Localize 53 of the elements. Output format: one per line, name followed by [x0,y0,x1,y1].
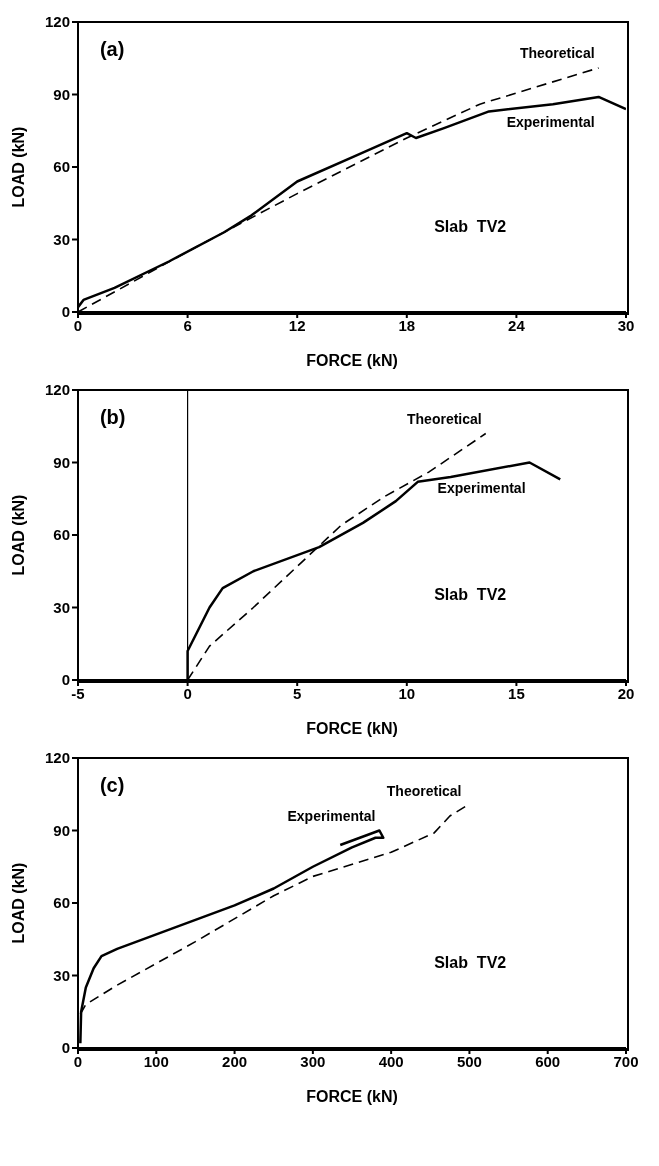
x-tick-label: 20 [617,684,635,702]
y-tick-label: 0 [61,303,70,321]
series-label: Experimental [287,807,376,824]
x-tick-label: 6 [183,316,192,334]
series-label: Theoretical [407,410,482,427]
y-tick-label: 0 [61,671,70,689]
x-tick-label: 100 [143,1052,169,1070]
annotation: Slab TV2 [434,218,507,236]
series-label: Theoretical [519,44,595,61]
x-tick-label: 0 [183,684,192,702]
x-tick-label: 10 [398,684,416,702]
annotation: (b) [99,406,126,429]
x-tick-label: 500 [456,1052,482,1070]
x-tick-label: 0 [73,1052,83,1070]
y-axis-title: LOAD (kN) [9,126,27,208]
y-tick-label: 90 [53,85,70,103]
annotation: (a) [99,38,125,61]
x-axis-title: FORCE (kN) [306,1088,398,1105]
y-tick-label: 90 [53,821,70,839]
x-tick-label: 24 [508,316,526,334]
x-tick-label: 18 [398,316,416,334]
y-tick-label: 60 [53,894,70,912]
annotation: Slab TV2 [434,586,507,604]
annotation: Slab TV2 [434,954,507,972]
x-tick-label: 5 [293,684,302,702]
x-tick-label: 300 [300,1052,326,1070]
y-tick-label: 120 [44,13,70,31]
x-tick-label: 0 [73,316,83,334]
y-tick-label: 120 [44,749,70,767]
y-tick-label: 0 [61,1039,70,1057]
series-label: Theoretical [386,783,462,800]
x-axis-title: FORCE (kN) [306,720,398,737]
series-label: Experimental [437,479,526,496]
y-tick-label: 90 [53,453,70,471]
y-tick-label: 30 [53,230,70,248]
y-tick-label: 30 [53,966,70,984]
x-tick-label: 30 [617,316,635,334]
x-tick-label: 200 [222,1052,248,1070]
y-tick-label: 120 [44,381,70,399]
y-axis-title: LOAD (kN) [9,862,27,944]
x-tick-label: 700 [613,1052,639,1070]
y-axis-title: LOAD (kN) [9,494,27,576]
annotation: (c) [99,774,125,797]
y-tick-label: 30 [53,598,70,616]
y-tick-label: 60 [53,526,70,544]
x-tick-label: 15 [508,684,525,702]
x-tick-label: 400 [378,1052,404,1070]
series-label: Experimental [506,113,595,130]
x-tick-label: -5 [71,684,85,702]
y-tick-label: 60 [53,158,70,176]
x-tick-label: 600 [535,1052,561,1070]
x-axis-title: FORCE (kN) [306,352,398,369]
x-tick-label: 12 [288,316,306,334]
